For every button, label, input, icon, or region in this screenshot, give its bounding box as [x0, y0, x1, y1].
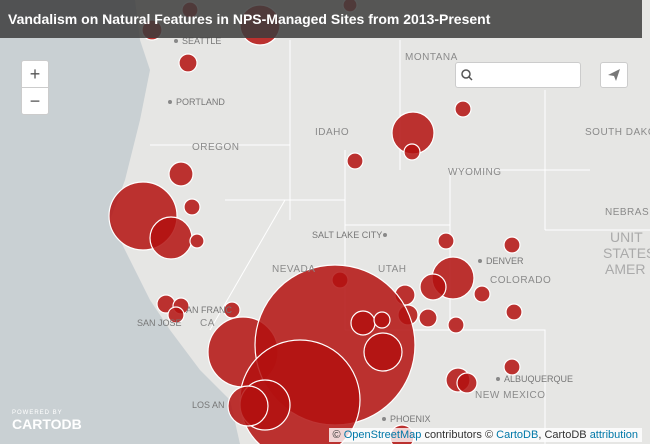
map-label: NEW MEXICO	[475, 390, 546, 401]
markers	[108, 0, 523, 444]
title-bar: Vandalism on Natural Features in NPS-Man…	[0, 0, 642, 38]
marker[interactable]	[447, 316, 465, 334]
marker[interactable]	[346, 152, 364, 170]
marker[interactable]	[178, 53, 198, 73]
marker[interactable]	[149, 216, 193, 260]
marker[interactable]	[505, 303, 523, 321]
zoom-out[interactable]: −	[22, 87, 48, 114]
marker[interactable]	[418, 308, 438, 328]
marker[interactable]	[437, 232, 455, 250]
brand-name: CARTODB	[12, 416, 82, 432]
map-label: NEBRAS	[605, 207, 649, 218]
marker[interactable]	[363, 332, 403, 372]
map-label: SOUTH DAKO	[585, 127, 650, 138]
text: contributors ©	[424, 429, 494, 441]
link[interactable]: CartoDB	[496, 429, 539, 441]
branding: POWERED BY CARTODB	[12, 410, 82, 432]
city-dot	[382, 417, 386, 421]
map-label: PORTLAND	[176, 97, 225, 107]
city-dots	[168, 39, 500, 421]
locate-icon	[608, 69, 620, 81]
marker[interactable]	[350, 310, 376, 336]
map-label: ALBUQUERQUE	[504, 374, 573, 384]
marker[interactable]	[189, 233, 205, 249]
map-label: SAN JOSE	[137, 318, 182, 328]
marker[interactable]	[183, 198, 201, 216]
marker[interactable]	[419, 273, 447, 301]
marker[interactable]	[403, 143, 421, 161]
zoom-control: + −	[21, 60, 49, 115]
locate-button[interactable]	[600, 62, 628, 88]
map-label: CA	[200, 318, 215, 329]
city-dot	[383, 233, 387, 237]
marker[interactable]	[456, 372, 478, 394]
link[interactable]: attribution	[589, 429, 638, 441]
marker[interactable]	[373, 311, 391, 329]
map-label: AMER	[605, 261, 645, 277]
map-label: LOS AN	[192, 400, 225, 410]
marker[interactable]	[503, 236, 521, 254]
map-label: UNIT	[610, 229, 643, 245]
marker[interactable]	[168, 161, 194, 187]
map-label: STATES	[603, 245, 650, 261]
marker[interactable]	[223, 301, 241, 319]
search-box[interactable]	[455, 62, 581, 88]
marker[interactable]	[473, 285, 491, 303]
map-label: PHOENIX	[390, 414, 431, 424]
search-icon	[461, 69, 473, 81]
city-dot	[478, 259, 482, 263]
marker[interactable]	[503, 358, 521, 376]
attribution: © OpenStreetMap contributors © CartoDB, …	[328, 428, 642, 442]
map-label: IDAHO	[315, 127, 349, 138]
map-label: DENVER	[486, 256, 524, 266]
city-dot	[496, 377, 500, 381]
map-label: SEATTLE	[182, 36, 221, 46]
map-label: MONTANA	[405, 52, 458, 63]
city-dot	[174, 39, 178, 43]
marker[interactable]	[227, 385, 269, 427]
marker[interactable]	[454, 100, 472, 118]
map-label: NEVADA	[272, 264, 315, 275]
link[interactable]: OpenStreetMap	[343, 429, 422, 441]
text: ©	[332, 429, 341, 441]
zoom-in[interactable]: +	[29, 64, 41, 84]
text: , CartoDB	[538, 429, 587, 441]
map-label: UTAH	[378, 264, 406, 275]
map-label: OREGON	[192, 142, 239, 153]
ocean	[0, 0, 240, 444]
map-label: COLORADO	[490, 275, 551, 286]
map-label: AN FRANC	[186, 305, 233, 315]
marker[interactable]	[167, 306, 185, 324]
city-dot	[168, 100, 172, 104]
map-label: SALT LAKE CITY	[312, 230, 382, 240]
powered-by: POWERED BY	[12, 410, 63, 416]
map-label: WYOMING	[448, 167, 502, 178]
